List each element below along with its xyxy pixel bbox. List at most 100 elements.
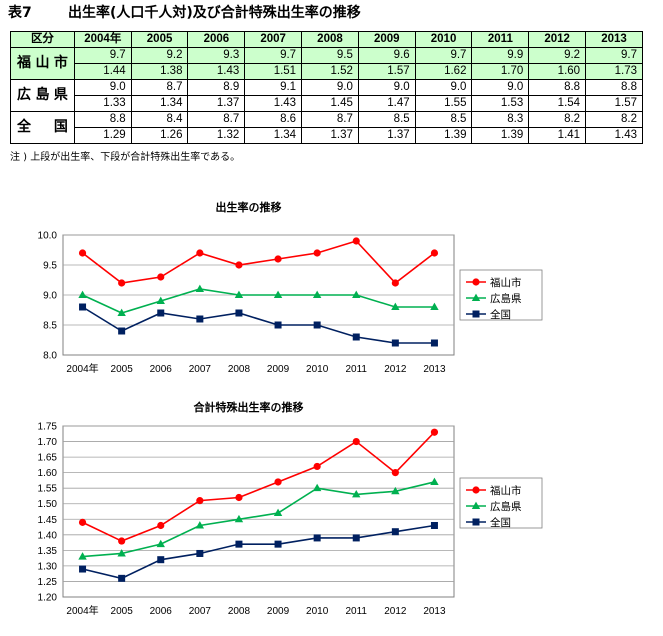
data-point [118, 574, 126, 582]
birth-rate-cell: 8.7 [187, 111, 246, 128]
x-tick-label: 2006 [150, 606, 173, 617]
legend-label: 全国 [490, 516, 511, 529]
header-year: 2008 [301, 31, 359, 48]
series-1 [78, 284, 439, 316]
y-tick-label: 1.60 [38, 468, 58, 479]
data-point [235, 540, 243, 548]
birth-rate-cell: 9.2 [130, 47, 189, 64]
data-point [430, 477, 439, 485]
data-point [430, 302, 439, 310]
tfr-cell: 1.55 [414, 95, 473, 112]
y-tick-label: 1.30 [38, 561, 58, 572]
tfr-cell: 1.57 [585, 95, 643, 112]
legend-label: 広島県 [490, 500, 522, 513]
data-point [313, 534, 321, 542]
birth-rate-chart: 出生率の推移 8.0 8.5 9.0 9.5 10.0 2004年 2005 2006 2007 2… [38, 200, 543, 375]
birth-rate-cell: 8.8 [528, 79, 587, 96]
header-category: 区分 [10, 31, 75, 48]
tfr-cell: 1.41 [528, 127, 587, 144]
x-tick-label: 2011 [345, 364, 367, 375]
y-tick-label: 8.5 [43, 321, 57, 332]
data-point [391, 302, 400, 310]
header-year: 2012 [528, 31, 587, 48]
birth-rate-cell: 9.7 [585, 47, 643, 64]
tfr-cell: 1.34 [130, 95, 189, 112]
data-point [430, 428, 439, 436]
data-point [157, 521, 165, 530]
legend-label: 福山市 [490, 276, 522, 289]
birth-rate-cell: 9.7 [414, 47, 473, 64]
data-point [273, 508, 283, 517]
chart-title: 出生率の推移 [216, 200, 282, 214]
data-point [117, 549, 126, 557]
data-point [195, 284, 205, 292]
birth-rate-cell: 9.9 [471, 47, 530, 64]
region-label: 全国 [10, 111, 75, 144]
birth-rate-cell: 8.5 [414, 111, 473, 128]
chart-title: 合計特殊出生率の推移 [194, 400, 304, 414]
tfr-cell: 1.37 [301, 127, 359, 144]
birth-rate-cell: 9.6 [357, 47, 416, 64]
birth-rate-cell: 8.5 [357, 111, 416, 128]
birth-rate-cell: 9.1 [244, 79, 303, 96]
region-label: 広島県 [10, 79, 75, 112]
data-point [235, 309, 243, 317]
table-title: 表7 出生率(人口千人対)及び合計特殊出生率の推移 [8, 2, 361, 22]
birth-rate-table: 区分 2004年 2005 2006 2007 2008 2009 2010 2011 2012 2… [10, 31, 643, 144]
legend-label: 福山市 [490, 484, 522, 497]
data-point [196, 549, 204, 557]
data-point [196, 497, 204, 505]
data-point [430, 521, 438, 529]
data-point [235, 493, 243, 502]
birth-rate-cell: 8.7 [301, 111, 359, 128]
legend-label: 広島県 [490, 292, 522, 305]
x-tick-label: 2008 [228, 364, 251, 375]
tfr-cell: 1.37 [187, 95, 246, 112]
y-tick-label: 9.0 [43, 291, 57, 302]
series-line [82, 288, 435, 314]
table-title-text: 出生率(人口千人対)及び合計特殊出生率の推移 [68, 5, 361, 21]
data-point [78, 249, 87, 257]
y-tick-label: 1.70 [38, 437, 58, 448]
legend-marker [471, 293, 481, 301]
tfr-cell: 1.70 [471, 63, 530, 80]
table-row-tfr: 1.29 1.26 1.32 1.34 1.37 1.37 1.39 1.39 1.41 1.43 [11, 127, 643, 144]
data-point [430, 249, 439, 257]
data-point [156, 296, 165, 304]
header-year: 2005 [130, 31, 189, 48]
birth-rate-cell: 8.9 [187, 79, 246, 96]
tfr-cell: 1.60 [528, 63, 587, 80]
series-0 [78, 428, 439, 545]
y-tick-label: 1.25 [38, 577, 58, 588]
birth-rate-cell: 9.0 [414, 79, 473, 96]
x-tick-label: 2006 [150, 364, 173, 375]
x-tick-label: 2009 [267, 606, 290, 617]
birth-rate-cell: 9.7 [244, 47, 303, 64]
data-point [391, 469, 399, 477]
header-year: 2006 [187, 31, 246, 48]
x-tick-label: 2004年 [66, 604, 98, 617]
birth-rate-cell: 9.2 [528, 47, 587, 64]
y-tick-label: 1.50 [38, 499, 58, 510]
tfr-cell: 1.43 [244, 95, 303, 112]
data-point [196, 315, 204, 323]
y-tick-label: 1.40 [38, 530, 58, 541]
x-tick-label: 2007 [189, 606, 212, 617]
data-point [391, 528, 399, 536]
data-point [79, 565, 87, 573]
tfr-cell: 1.29 [73, 127, 132, 144]
legend-marker [472, 486, 480, 494]
tfr-cell: 1.73 [585, 63, 643, 80]
tfr-cell: 1.43 [187, 63, 246, 80]
tfr-cell: 1.37 [357, 127, 416, 144]
birth-rate-cell: 9.5 [301, 47, 359, 64]
header-year: 2007 [244, 31, 303, 48]
birth-rate-cell: 8.8 [585, 79, 643, 96]
series-2 [79, 521, 438, 582]
data-point [157, 309, 165, 317]
series-2 [79, 303, 438, 347]
tfr-cell: 1.43 [585, 127, 643, 144]
x-tick-label: 2005 [111, 606, 134, 617]
